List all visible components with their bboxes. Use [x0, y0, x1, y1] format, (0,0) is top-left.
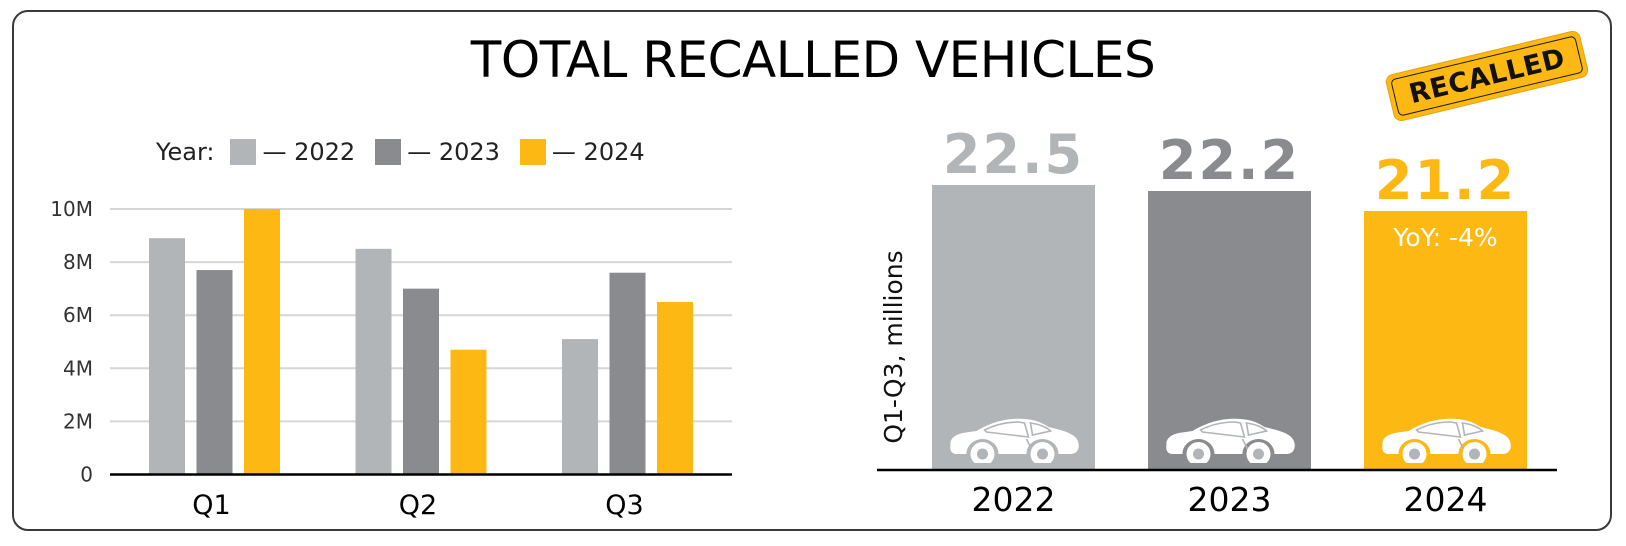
- bar-q2-2023: [403, 288, 439, 475]
- bar-q1-2024: [244, 209, 280, 475]
- legend-swatch-2022: [230, 139, 257, 165]
- bar-q3-2022: [562, 339, 598, 475]
- legend-swatch-2024: [519, 139, 546, 165]
- x-tick-label: 2024: [1404, 480, 1488, 519]
- x-tick-label: Q3: [605, 490, 643, 521]
- bar-q1-2022: [149, 238, 185, 475]
- legend-label: Year:: [156, 138, 215, 166]
- x-tick-label: Q2: [399, 490, 437, 521]
- chart-frame: [12, 10, 1612, 531]
- quarterly-bar-chart: 0 2M 4M 6M 8M 10M Q1 Q2 Q3: [50, 197, 732, 521]
- data-label: 22.5: [943, 123, 1084, 186]
- x-tick-label: Q1: [192, 490, 230, 521]
- legend-text-2023: — 2023: [407, 138, 500, 166]
- x-tick-label: 2023: [1188, 480, 1272, 519]
- x-tick-label: 2022: [972, 480, 1056, 519]
- bar-q2-2022: [355, 248, 392, 475]
- y-tick-label: 10M: [50, 197, 93, 221]
- legend: Year: — 2022 — 2023 — 2024: [156, 135, 665, 169]
- bar-q3-2023: [609, 272, 646, 475]
- y-tick-label: 8M: [63, 250, 93, 274]
- chart-title: TOTAL RECALLED VEHICLES: [470, 31, 1156, 89]
- bar-q1-2023: [196, 270, 233, 475]
- total-bar-chart: 22.5 2022 22.2 2023 21.2 2024 YoY: -4% Q1-Q3, m…: [877, 123, 1557, 519]
- y-axis-label: Q1-Q3, millions: [879, 250, 908, 443]
- y-tick-label: 2M: [63, 409, 93, 433]
- bar-q3-2024: [657, 301, 693, 475]
- data-label: 21.2: [1375, 149, 1516, 212]
- legend-swatch-2023: [375, 139, 402, 165]
- y-tick-label: 4M: [63, 356, 93, 380]
- legend-text-2024: — 2024: [551, 138, 645, 166]
- y-tick-label: 6M: [63, 303, 93, 327]
- bar-q2-2024: [450, 349, 487, 475]
- data-label: 22.2: [1159, 129, 1300, 192]
- yoy-annotation: YoY: -4%: [1392, 223, 1497, 252]
- y-tick-label: 0: [80, 463, 93, 487]
- legend-text-2022: — 2022: [262, 138, 356, 166]
